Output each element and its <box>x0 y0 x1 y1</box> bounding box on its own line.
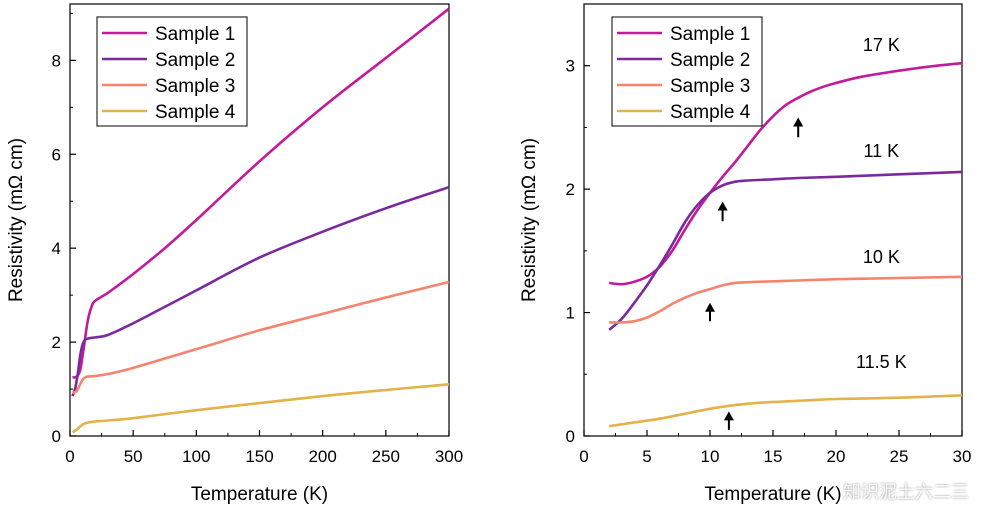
x-tick-label: 300 <box>435 447 463 466</box>
annotation-label: 11.5 K <box>856 352 907 372</box>
y-tick-label: 0 <box>566 427 575 446</box>
y-tick-label: 3 <box>566 57 575 76</box>
x-tick-label: 250 <box>372 447 400 466</box>
series-line-sample-2 <box>608 170 963 331</box>
x-tick-label: 30 <box>953 447 972 466</box>
series-line-sample-1 <box>72 7 450 379</box>
x-tick-label: 0 <box>65 447 74 466</box>
series-line-sample-4 <box>609 394 963 428</box>
y-tick-label: 4 <box>52 239 61 258</box>
x-tick-label: 5 <box>642 447 651 466</box>
legend-box <box>96 16 248 127</box>
annotation-label: 17 K <box>863 35 900 55</box>
watermark: 知识泥土六二三 <box>843 482 969 503</box>
annotation-arrow-head <box>793 117 804 127</box>
y-tick-label: 0 <box>52 427 61 446</box>
chart-panel-2: 0 5 10 15 20 25 30 0 1 2 3 Temperature (K) Resistivi… <box>519 3 972 505</box>
y-tick-label: 1 <box>566 304 575 323</box>
legend-label: Sample 4 <box>155 102 236 123</box>
y-axis-title: Resistivity (mΩ cm) <box>6 138 27 302</box>
x-tick-label: 50 <box>124 447 143 466</box>
x-tick-label: 10 <box>701 447 720 466</box>
x-tick-label: 15 <box>764 447 783 466</box>
series-line-sample-3 <box>609 275 963 324</box>
x-tick-label: 200 <box>308 447 336 466</box>
legend-label: Sample 1 <box>670 24 750 45</box>
legend-label: Sample 2 <box>155 50 235 71</box>
y-tick-label: 6 <box>52 145 61 164</box>
legend-label: Sample 1 <box>155 24 235 45</box>
x-tick-label: 20 <box>827 447 846 466</box>
annotation-arrow-head <box>717 201 728 211</box>
x-tick-label: 25 <box>890 447 909 466</box>
annotation-arrow-head <box>723 411 734 421</box>
x-axis-title: Temperature (K) <box>191 484 328 505</box>
x-tick-label: 150 <box>245 447 273 466</box>
y-tick-label: 2 <box>52 333 61 352</box>
x-tick-label: 100 <box>182 447 210 466</box>
legend: Sample 1 Sample 2 Sample 3 Sample 4 <box>611 16 763 127</box>
y-tick-label: 8 <box>52 51 61 70</box>
x-tick-label: 0 <box>579 447 588 466</box>
y-axis-title: Resistivity (mΩ cm) <box>519 138 540 302</box>
legend-box <box>611 16 763 127</box>
series-line-sample-2 <box>71 185 450 397</box>
legend-label: Sample 2 <box>670 50 750 71</box>
series-line-sample-4 <box>71 383 450 434</box>
chart-panel-1: 0 50 100 150 200 250 300 0 2 4 6 8 Temperature (K) Re… <box>6 3 463 505</box>
x-axis-title: Temperature (K) <box>704 484 841 505</box>
legend: Sample 1 Sample 2 Sample 3 Sample 4 <box>96 16 248 127</box>
annotation-arrow-head <box>705 302 715 312</box>
legend-label: Sample 3 <box>670 76 750 97</box>
legend-label: Sample 4 <box>670 102 751 123</box>
annotation-label: 11 K <box>864 141 900 161</box>
legend-label: Sample 3 <box>155 76 235 97</box>
annotation-label: 10 K <box>863 247 900 267</box>
y-tick-label: 2 <box>566 180 575 199</box>
series-line-sample-3 <box>72 280 450 395</box>
